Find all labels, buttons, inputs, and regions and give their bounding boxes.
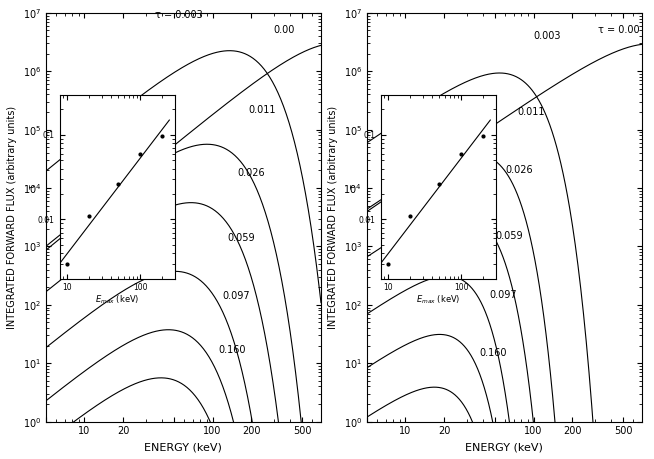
X-axis label: ENERGY (keV): ENERGY (keV) [466,442,543,452]
Text: 0.160: 0.160 [480,348,508,358]
Text: 0.097: 0.097 [223,291,250,301]
Text: 0.00: 0.00 [274,25,295,35]
Text: 0.097: 0.097 [489,290,517,300]
Text: τ = 0.00: τ = 0.00 [598,25,640,35]
Text: 0.011: 0.011 [249,105,276,115]
Text: 0.011: 0.011 [517,107,545,117]
Text: 0.059: 0.059 [227,233,255,243]
Text: 0.026: 0.026 [505,165,533,175]
Y-axis label: INTEGRATED FORWARD FLUX (arbitrary units): INTEGRATED FORWARD FLUX (arbitrary units… [328,106,338,329]
Text: 0.059: 0.059 [495,231,523,241]
Text: 0.003: 0.003 [534,31,561,41]
Text: 0.026: 0.026 [237,168,265,178]
Y-axis label: INTEGRATED FORWARD FLUX (arbitrary units): INTEGRATED FORWARD FLUX (arbitrary units… [7,106,17,329]
Text: τ = 0.003: τ = 0.003 [156,10,203,20]
X-axis label: ENERGY (keV): ENERGY (keV) [145,442,222,452]
Text: 0.160: 0.160 [218,345,245,355]
